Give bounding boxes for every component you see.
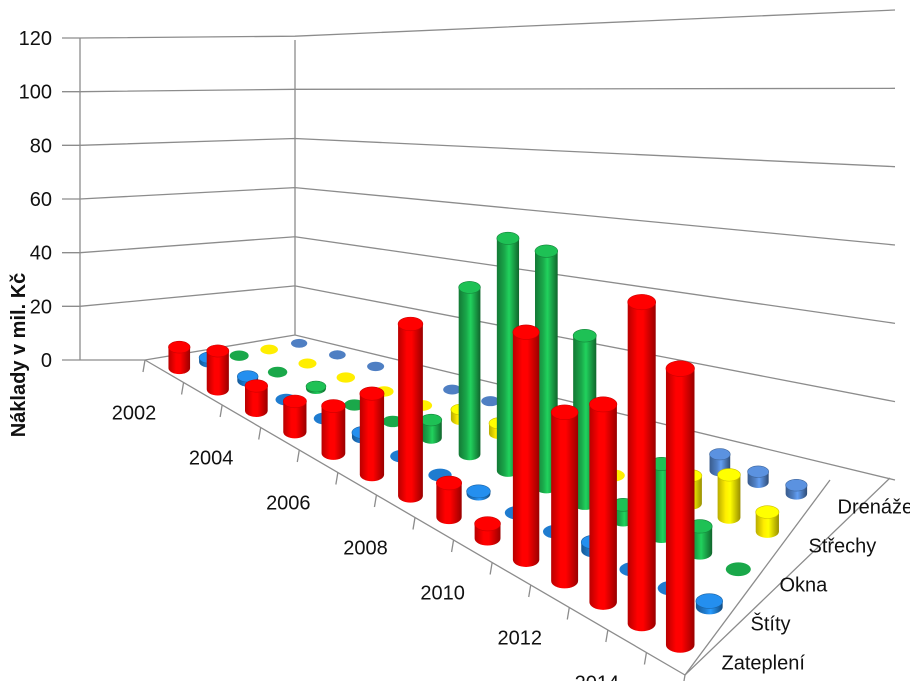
x-tick-mark <box>142 359 146 373</box>
bar-zateplení <box>589 396 618 610</box>
x-tick-label: 2006 <box>266 492 311 514</box>
bar-drenáže <box>747 465 769 488</box>
series-label: Štíty <box>751 613 791 636</box>
bar-zateplení <box>665 360 695 653</box>
gridline <box>62 9 896 39</box>
x-tick-label: 2010 <box>420 582 465 604</box>
x-tick-mark <box>528 584 532 598</box>
bar-drenáže <box>443 384 462 395</box>
bar-zateplení <box>627 294 657 632</box>
bar-zateplení <box>397 316 424 503</box>
x-tick-mark <box>489 562 493 575</box>
y-axis-title: Náklady v mil. Kč <box>8 273 30 438</box>
x-tick-mark <box>605 629 609 643</box>
bar-okna <box>420 413 443 444</box>
x-tick-mark <box>683 674 686 681</box>
bar-střechy <box>298 358 317 369</box>
gridline <box>62 186 896 246</box>
y-tick-label: 40 <box>30 243 52 265</box>
x-tick-mark <box>373 494 378 508</box>
bar-okna <box>725 562 751 577</box>
grid-lines <box>62 9 896 481</box>
x-tick-mark <box>219 404 223 418</box>
x-axis-ticks: 2002 2004 2006 2008 2010 2012 2014 <box>112 402 619 681</box>
x-tick-label: 2002 <box>112 402 157 424</box>
y-tick-label: 20 <box>30 296 52 318</box>
y-tick-label: 80 <box>30 135 52 157</box>
bar-střechy <box>717 468 741 524</box>
bar-štíty <box>237 370 259 387</box>
y-tick-label: 0 <box>41 350 52 372</box>
x-tick-mark <box>412 517 416 530</box>
y-tick-label: 60 <box>30 189 52 211</box>
bar-okna <box>344 399 365 411</box>
y-tick-label: 100 <box>19 82 52 104</box>
series-label: Drenáže <box>838 497 910 519</box>
series-label: Zateplení <box>722 653 806 675</box>
bar-zateplení <box>474 516 501 546</box>
bar-zateplení <box>206 344 230 396</box>
bar-štíty <box>695 593 723 615</box>
x-tick-mark <box>180 382 185 395</box>
bar-zateplení <box>550 404 579 589</box>
bar-střechy <box>260 344 278 355</box>
x-tick-mark <box>296 449 300 463</box>
bar-okna <box>458 281 481 461</box>
bar-zateplení <box>436 475 462 525</box>
bar-okna <box>305 380 327 395</box>
x-tick-label: 2014 <box>575 672 620 681</box>
x-tick-mark <box>450 539 455 553</box>
bar-zateplení <box>244 379 268 417</box>
bars <box>168 231 808 653</box>
series-label: Okna <box>780 575 829 597</box>
floor-right-edge <box>684 479 831 676</box>
gridline <box>62 137 896 168</box>
x-tick-label: 2012 <box>498 627 543 649</box>
bar-drenáže <box>367 361 385 372</box>
bar-zateplení <box>168 340 191 375</box>
series-label: Střechy <box>809 536 877 558</box>
bar-drenáže <box>329 350 346 360</box>
gridline <box>62 87 896 93</box>
bar-okna <box>229 350 249 361</box>
bar-drenáže <box>481 396 500 407</box>
x-tick-mark <box>258 427 262 440</box>
x-tick-label: 2008 <box>343 537 388 559</box>
bar-střechy <box>336 372 356 383</box>
gridline <box>62 236 896 324</box>
x-tick-label: 2004 <box>189 447 234 469</box>
x-tick-mark <box>643 652 648 665</box>
x-tick-mark <box>566 607 570 620</box>
bar-okna <box>267 366 288 378</box>
bar-zateplení <box>512 324 540 567</box>
y-axis-ticks: 0 20 40 60 80 100 120 <box>19 28 52 372</box>
bar-drenáže <box>290 338 308 348</box>
bar-drenáže <box>785 478 808 500</box>
bar-zateplení <box>359 386 385 482</box>
bar-okna <box>382 415 404 428</box>
bar-střechy <box>755 505 780 538</box>
bar-zateplení <box>282 394 307 439</box>
bar-zateplení <box>321 399 346 460</box>
y-tick-label: 120 <box>19 28 52 50</box>
series-axis-ticks: Zateplení Štíty Okna Střechy Drenáže <box>722 497 910 675</box>
bar-štíty <box>466 484 491 501</box>
x-tick-mark <box>335 472 339 485</box>
floor-axes <box>142 359 891 681</box>
